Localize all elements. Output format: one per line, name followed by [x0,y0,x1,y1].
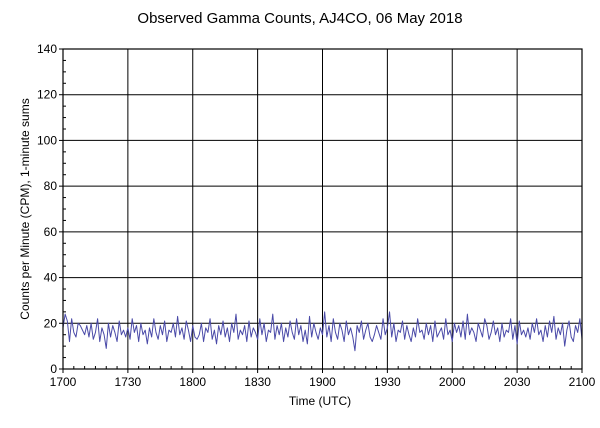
y-axis-label: Counts per Minute (CPM), 1-minute sums [18,98,32,320]
y-tick-label: 0 [50,362,57,376]
x-tick-label: 1730 [115,375,142,389]
y-tick-label: 140 [37,42,57,56]
y-tick-label: 20 [44,316,58,330]
x-tick-label: 1800 [179,375,206,389]
series-line [62,311,583,352]
x-tick-label: 1830 [244,375,271,389]
chart-title: Observed Gamma Counts, AJ4CO, 06 May 201… [137,10,463,27]
y-tick-label: 60 [44,225,58,239]
x-tick-label: 1700 [50,375,77,389]
x-axis-label: Time (UTC) [288,394,352,408]
x-tick-label: 2030 [504,375,531,389]
x-tick-label: 2000 [439,375,466,389]
plot-frame [62,48,583,370]
y-tick-label: 120 [37,88,57,102]
y-tick-label: 40 [44,271,58,285]
y-tick-label: 80 [44,179,58,193]
x-tick-label: 1900 [309,375,336,389]
y-tick-label: 100 [37,133,57,147]
x-tick-label: 1930 [374,375,401,389]
x-tick-label: 2100 [569,375,596,389]
